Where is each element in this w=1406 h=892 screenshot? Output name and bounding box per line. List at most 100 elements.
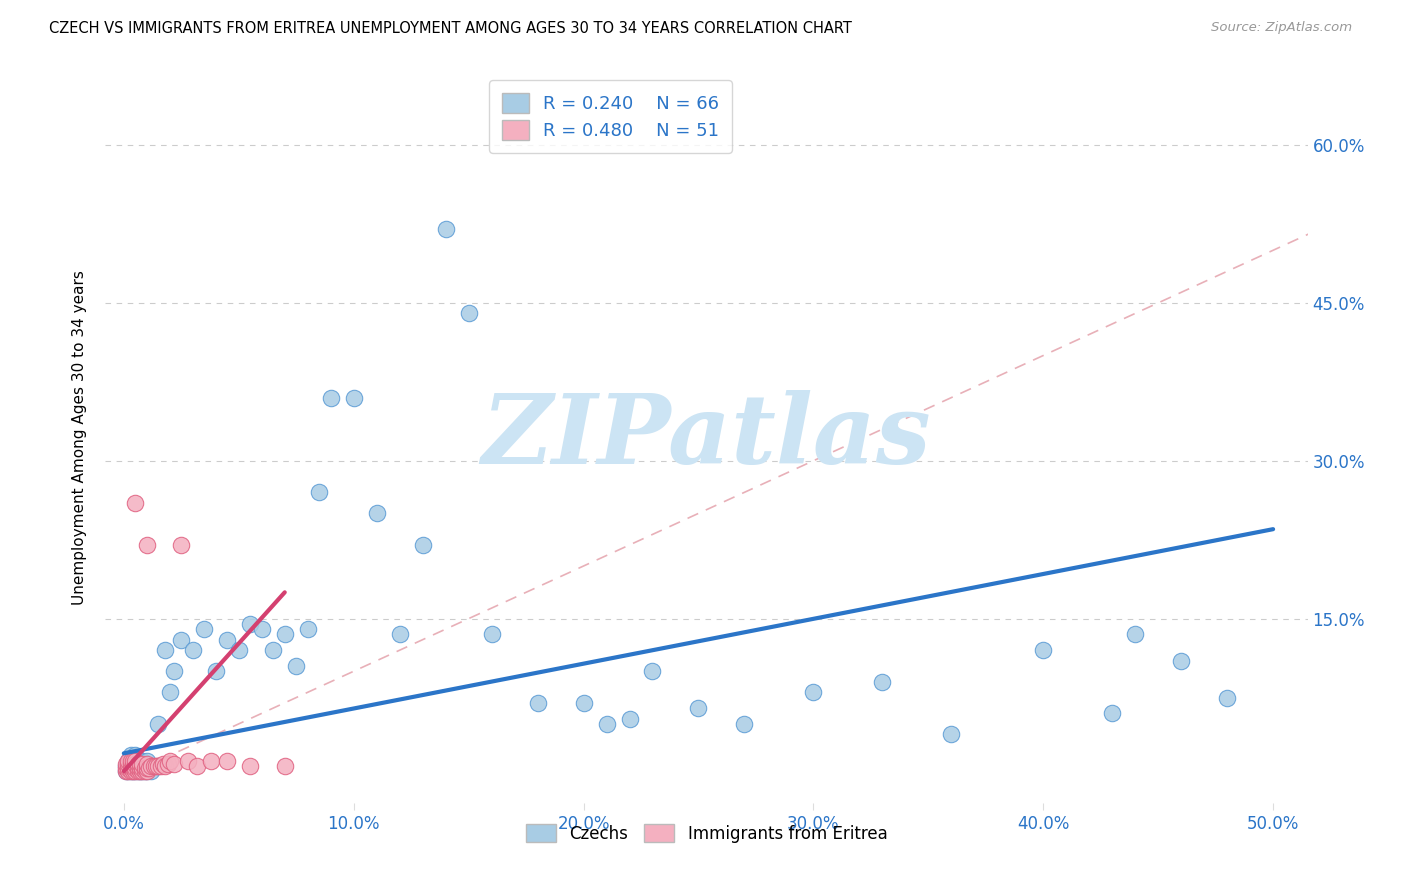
Point bbox=[115, 759, 138, 773]
Point bbox=[122, 754, 145, 768]
Point bbox=[127, 754, 149, 768]
Point bbox=[127, 756, 149, 771]
Point bbox=[239, 616, 262, 631]
Point bbox=[262, 643, 284, 657]
Point bbox=[115, 764, 138, 779]
Point bbox=[366, 507, 388, 521]
Point bbox=[388, 627, 411, 641]
Point bbox=[131, 761, 153, 775]
Point bbox=[120, 756, 142, 771]
Point bbox=[217, 754, 239, 768]
Point bbox=[117, 761, 139, 775]
Point bbox=[117, 764, 139, 779]
Point bbox=[135, 538, 157, 552]
Point bbox=[170, 538, 193, 552]
Point bbox=[285, 659, 308, 673]
Point bbox=[239, 759, 262, 773]
Point bbox=[572, 696, 595, 710]
Point bbox=[115, 761, 138, 775]
Point bbox=[124, 754, 146, 768]
Point bbox=[115, 756, 138, 771]
Point bbox=[141, 764, 163, 779]
Point bbox=[733, 717, 755, 731]
Point bbox=[141, 759, 163, 773]
Point bbox=[193, 622, 215, 636]
Point bbox=[120, 748, 142, 763]
Point bbox=[595, 717, 617, 731]
Point bbox=[124, 756, 146, 771]
Point bbox=[122, 756, 145, 771]
Point bbox=[141, 759, 163, 773]
Point bbox=[163, 756, 186, 771]
Text: Source: ZipAtlas.com: Source: ZipAtlas.com bbox=[1212, 21, 1353, 34]
Point bbox=[148, 759, 170, 773]
Point bbox=[134, 764, 156, 779]
Y-axis label: Unemployment Among Ages 30 to 34 years: Unemployment Among Ages 30 to 34 years bbox=[72, 269, 87, 605]
Point bbox=[124, 761, 146, 775]
Point bbox=[159, 685, 181, 699]
Point bbox=[274, 759, 297, 773]
Point bbox=[526, 696, 548, 710]
Point bbox=[343, 391, 366, 405]
Point bbox=[319, 391, 342, 405]
Point bbox=[156, 756, 179, 771]
Text: ZIPatlas: ZIPatlas bbox=[482, 390, 931, 484]
Point bbox=[481, 627, 503, 641]
Point bbox=[131, 764, 153, 779]
Point bbox=[148, 717, 170, 731]
Point bbox=[297, 622, 319, 636]
Point bbox=[124, 748, 146, 763]
Point bbox=[124, 764, 146, 779]
Point bbox=[122, 754, 145, 768]
Point bbox=[134, 759, 156, 773]
Point bbox=[186, 759, 208, 773]
Point bbox=[122, 764, 145, 779]
Point bbox=[412, 538, 434, 552]
Point bbox=[308, 485, 330, 500]
Point bbox=[142, 759, 165, 773]
Point bbox=[129, 764, 152, 779]
Point bbox=[131, 754, 153, 768]
Point bbox=[127, 761, 149, 775]
Point bbox=[117, 759, 139, 773]
Point bbox=[129, 756, 152, 771]
Point bbox=[127, 764, 149, 779]
Point bbox=[217, 632, 239, 647]
Point bbox=[200, 754, 222, 768]
Point bbox=[163, 665, 186, 679]
Point bbox=[131, 756, 153, 771]
Point bbox=[134, 761, 156, 775]
Point bbox=[274, 627, 297, 641]
Point bbox=[204, 665, 226, 679]
Point bbox=[127, 764, 149, 779]
Point bbox=[145, 759, 167, 773]
Point bbox=[941, 727, 963, 741]
Point bbox=[135, 761, 157, 775]
Point bbox=[155, 643, 177, 657]
Point bbox=[117, 756, 139, 771]
Legend: Czechs, Immigrants from Eritrea: Czechs, Immigrants from Eritrea bbox=[519, 818, 894, 849]
Point bbox=[149, 759, 172, 773]
Point bbox=[135, 756, 157, 771]
Point bbox=[122, 761, 145, 775]
Point bbox=[872, 674, 894, 689]
Point bbox=[120, 759, 142, 773]
Point bbox=[138, 761, 160, 775]
Point bbox=[1032, 643, 1054, 657]
Point bbox=[124, 764, 146, 779]
Point bbox=[1101, 706, 1123, 721]
Point bbox=[177, 754, 200, 768]
Point bbox=[170, 632, 193, 647]
Point bbox=[120, 761, 142, 775]
Point bbox=[122, 764, 145, 779]
Text: CZECH VS IMMIGRANTS FROM ERITREA UNEMPLOYMENT AMONG AGES 30 TO 34 YEARS CORRELAT: CZECH VS IMMIGRANTS FROM ERITREA UNEMPLO… bbox=[49, 21, 852, 36]
Point bbox=[619, 712, 641, 726]
Point bbox=[803, 685, 825, 699]
Point bbox=[135, 754, 157, 768]
Point bbox=[135, 764, 157, 779]
Point bbox=[117, 764, 139, 779]
Point bbox=[124, 759, 146, 773]
Point bbox=[129, 761, 152, 775]
Point bbox=[117, 754, 139, 768]
Point bbox=[120, 764, 142, 779]
